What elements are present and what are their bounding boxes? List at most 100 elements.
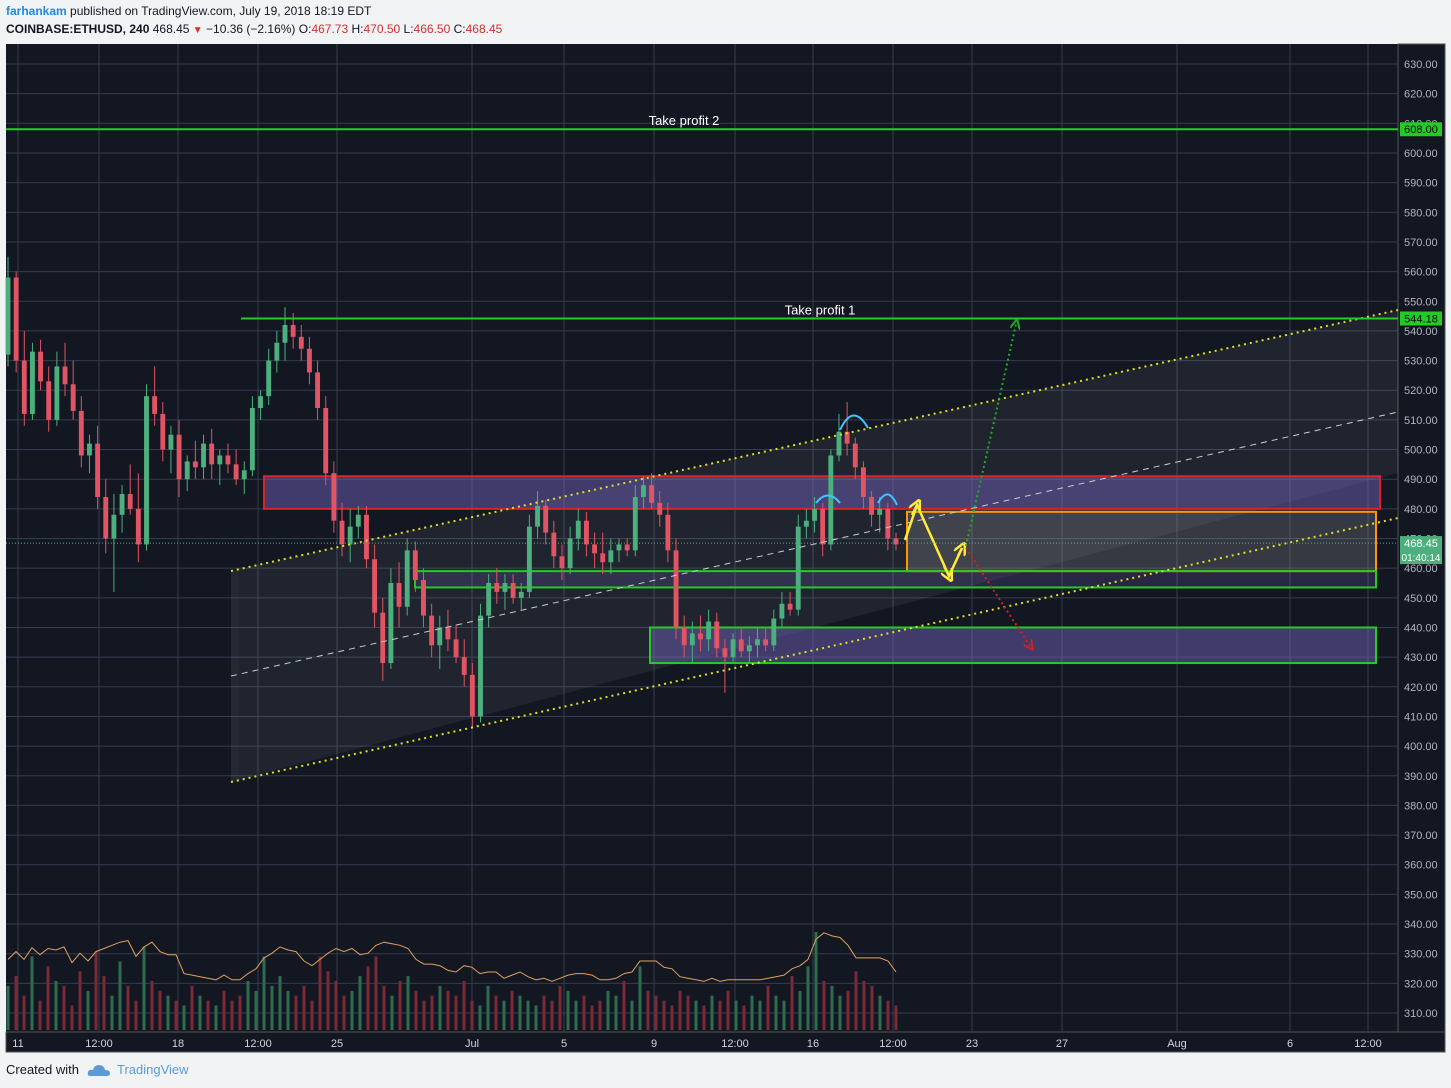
candle-body bbox=[404, 550, 410, 607]
volume-bar bbox=[350, 990, 354, 1030]
tradingview-link[interactable]: TradingView bbox=[116, 1062, 189, 1077]
projection-arrow-bounce bbox=[958, 548, 962, 557]
candle-body bbox=[795, 526, 801, 610]
candle-body bbox=[885, 508, 891, 539]
candle-body bbox=[518, 591, 524, 598]
volume-bar bbox=[814, 932, 818, 1030]
volume-bar bbox=[478, 1005, 482, 1030]
candle-body bbox=[526, 526, 532, 592]
volume-bar bbox=[670, 1005, 674, 1030]
volume-bar bbox=[126, 985, 130, 1030]
volume-bar bbox=[374, 956, 378, 1030]
y-tick-label: 420.00 bbox=[1404, 682, 1438, 694]
support-zone-upper[interactable] bbox=[414, 570, 1377, 589]
low-label: L: bbox=[403, 22, 414, 36]
volume-bar bbox=[598, 1000, 602, 1030]
author-link[interactable]: farhankam bbox=[6, 4, 67, 18]
high-label: H: bbox=[351, 22, 364, 36]
candle-body bbox=[583, 520, 589, 545]
volume-bar bbox=[694, 1000, 698, 1030]
candle-body bbox=[38, 351, 44, 382]
candle-body bbox=[168, 434, 174, 450]
volume-bar bbox=[830, 985, 834, 1030]
candle-body bbox=[869, 496, 875, 515]
candle-body bbox=[274, 342, 280, 361]
volume-bar bbox=[710, 995, 714, 1030]
volume-bar bbox=[118, 961, 122, 1030]
candle-body bbox=[494, 582, 500, 592]
candle-body bbox=[184, 461, 190, 480]
candle-body bbox=[111, 514, 117, 539]
candle-body bbox=[192, 461, 198, 468]
channel-upper-line[interactable] bbox=[230, 309, 1399, 572]
left-shoulder-arc bbox=[815, 494, 841, 504]
volume-bar bbox=[534, 1005, 538, 1030]
candle-body bbox=[95, 443, 101, 497]
candle-body bbox=[689, 633, 695, 646]
volume-bar bbox=[662, 1000, 666, 1030]
channel-fill bbox=[231, 310, 1398, 782]
candle-body bbox=[543, 505, 549, 533]
channel-lower-line[interactable] bbox=[230, 517, 1399, 783]
volume-bar bbox=[270, 985, 274, 1030]
y-tick-label: 490.00 bbox=[1404, 474, 1438, 486]
candle-body bbox=[127, 494, 133, 509]
candle-body bbox=[78, 410, 84, 456]
candle-body bbox=[746, 645, 752, 652]
candle-body bbox=[803, 520, 809, 527]
volume-bar bbox=[822, 981, 826, 1030]
candle-body bbox=[298, 336, 304, 349]
resistance-zone[interactable] bbox=[263, 475, 1381, 510]
x-tick-labels: 11 12:00 18 12:00 25 Jul 5 9 12:00 16 12:00 23 27 Aug… bbox=[12, 1038, 1381, 1050]
candle-body bbox=[860, 467, 866, 497]
volume-bar bbox=[470, 1000, 474, 1030]
volume-bar bbox=[558, 985, 562, 1030]
candle-body bbox=[233, 464, 239, 480]
head-arc bbox=[839, 414, 869, 431]
candle-body bbox=[771, 618, 777, 646]
open-label: O: bbox=[298, 22, 312, 36]
support-zone-lower[interactable] bbox=[649, 626, 1377, 665]
volume-bar bbox=[454, 995, 458, 1030]
channel-mid-line[interactable] bbox=[230, 411, 1399, 677]
volume-bar bbox=[246, 981, 250, 1030]
volume-bar bbox=[334, 981, 338, 1030]
volume-bar bbox=[278, 976, 282, 1030]
volume-bar bbox=[78, 971, 82, 1030]
volume-bar bbox=[854, 971, 858, 1030]
candle-body bbox=[119, 494, 125, 515]
y-tick-label: 600.00 bbox=[1404, 148, 1438, 160]
y-tick-label: 450.00 bbox=[1404, 593, 1438, 605]
y-tick-label: 530.00 bbox=[1404, 356, 1438, 368]
projection-arrow-up bbox=[912, 505, 917, 516]
volume-bar bbox=[14, 976, 18, 1030]
right-shoulder-arc bbox=[877, 493, 898, 506]
volume-bar bbox=[614, 995, 618, 1030]
symbol-info: COINBASE:ETHUSD, 240 468.45 ▼ −10.36 (−2… bbox=[6, 22, 502, 36]
y-tick-label: 370.00 bbox=[1404, 830, 1438, 842]
candle-body bbox=[575, 520, 581, 539]
volume-bar bbox=[838, 995, 842, 1030]
candle-body bbox=[469, 674, 475, 717]
volume-bar bbox=[238, 995, 242, 1030]
channel-left-fill bbox=[231, 571, 239, 782]
x-tick-label: Jul bbox=[465, 1038, 479, 1050]
volume-bar bbox=[70, 1005, 74, 1030]
candle-body bbox=[437, 627, 443, 646]
volume-bar bbox=[46, 966, 50, 1030]
candle-body bbox=[355, 514, 361, 527]
candle-body bbox=[87, 443, 92, 456]
entry-zone[interactable] bbox=[906, 510, 1377, 573]
badge-last-text: 468.45 bbox=[1404, 538, 1438, 550]
volume-bar bbox=[774, 995, 778, 1030]
volume-bar bbox=[638, 966, 642, 1030]
y-tick-label: 340.00 bbox=[1404, 919, 1438, 931]
candle-body bbox=[412, 550, 418, 581]
candle-body bbox=[714, 621, 720, 649]
volume-bar bbox=[198, 995, 202, 1030]
volume-bar bbox=[6, 985, 10, 1030]
volume-bar bbox=[430, 995, 434, 1030]
y-tick-label: 460.00 bbox=[1404, 563, 1438, 575]
volume-bar bbox=[846, 990, 850, 1030]
